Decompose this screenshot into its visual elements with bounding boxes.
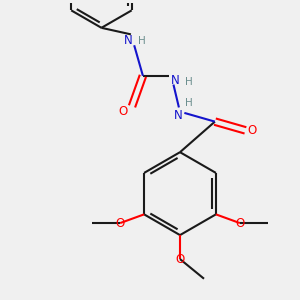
Text: H: H [185, 77, 193, 87]
Text: N: N [171, 74, 180, 87]
Text: N: N [173, 109, 182, 122]
Text: O: O [235, 217, 244, 230]
Text: N: N [124, 34, 133, 47]
Text: O: O [116, 217, 125, 230]
Text: O: O [176, 253, 184, 266]
Text: O: O [118, 105, 128, 118]
Text: H: H [138, 36, 146, 46]
Text: H: H [185, 98, 193, 108]
Text: O: O [248, 124, 256, 137]
